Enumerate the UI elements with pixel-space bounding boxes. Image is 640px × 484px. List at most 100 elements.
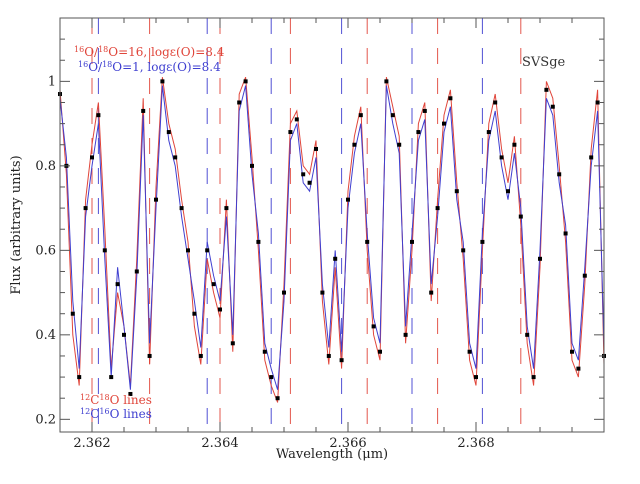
legend-12c18o-lines: 12C18O lines bbox=[80, 393, 152, 408]
observed-point-17 bbox=[166, 130, 171, 135]
observed-point-60 bbox=[442, 121, 446, 126]
observed-point-36 bbox=[288, 130, 293, 135]
blue-model-line bbox=[59, 85, 605, 390]
observed-point-33 bbox=[269, 375, 274, 380]
observed-point-7 bbox=[102, 248, 107, 253]
observed-point-62 bbox=[454, 189, 459, 194]
observed-point-77 bbox=[550, 104, 555, 109]
observed-point-9 bbox=[115, 282, 120, 287]
y-tick-label-3: 0.8 bbox=[35, 159, 56, 174]
observed-point-54 bbox=[403, 332, 408, 337]
legend-12c16o-lines: 12C16O lines bbox=[80, 407, 152, 422]
observed-point-21 bbox=[192, 311, 197, 316]
observed-point-79 bbox=[563, 231, 568, 236]
y-tick-label-2: 0.6 bbox=[35, 243, 56, 258]
observed-point-22 bbox=[198, 353, 203, 358]
observed-point-45 bbox=[346, 197, 350, 202]
observed-point-72 bbox=[518, 214, 523, 219]
observed-point-46 bbox=[352, 142, 357, 147]
observed-point-42 bbox=[326, 353, 331, 358]
observed-point-38 bbox=[301, 172, 306, 177]
observed-point-41 bbox=[320, 290, 325, 295]
observed-point-28 bbox=[237, 100, 242, 105]
observed-point-2 bbox=[70, 311, 75, 316]
line-markers bbox=[91, 18, 522, 432]
observed-point-56 bbox=[416, 130, 421, 135]
observed-point-34 bbox=[275, 396, 280, 401]
observed-point-5 bbox=[90, 155, 94, 160]
y-tick-label-1: 0.4 bbox=[35, 328, 56, 343]
observed-point-12 bbox=[134, 269, 139, 274]
observed-point-65 bbox=[474, 375, 478, 380]
observed-point-25 bbox=[218, 307, 222, 312]
observed-point-27 bbox=[230, 341, 235, 346]
observed-point-13 bbox=[141, 108, 146, 113]
observed-point-70 bbox=[506, 189, 510, 194]
observed-point-51 bbox=[384, 79, 389, 84]
observed-point-8 bbox=[109, 375, 114, 380]
observed-point-10 bbox=[122, 332, 126, 337]
observed-point-53 bbox=[397, 142, 402, 147]
x-tick-labels: 2.362 2.364 2.366 2.368 bbox=[73, 436, 494, 451]
observed-point-19 bbox=[179, 206, 184, 211]
y-axis-title: Flux (arbitrary units) bbox=[9, 155, 24, 294]
observed-point-15 bbox=[154, 197, 158, 202]
observed-point-71 bbox=[512, 142, 517, 147]
observed-point-57 bbox=[422, 108, 427, 113]
observed-point-26 bbox=[224, 206, 229, 211]
star-label: SVSge bbox=[522, 55, 566, 70]
observed-point-75 bbox=[538, 256, 542, 261]
observed-point-66 bbox=[480, 239, 485, 244]
x-axis-title: Wavelength (μm) bbox=[276, 447, 388, 462]
observed-point-73 bbox=[525, 332, 530, 337]
legend-blue-model: 16O/18O=1, logε(O)=8.4 bbox=[78, 60, 221, 75]
y-tick-labels: 0.2 0.4 0.6 0.8 1 bbox=[35, 74, 56, 427]
observed-point-40 bbox=[314, 146, 318, 151]
observed-point-49 bbox=[371, 324, 376, 329]
y-tick-label-4: 1 bbox=[48, 74, 56, 89]
observed-point-58 bbox=[429, 290, 434, 295]
observed-point-81 bbox=[576, 366, 581, 371]
observed-point-78 bbox=[557, 172, 562, 177]
observed-point-11 bbox=[128, 391, 133, 396]
observed-point-6 bbox=[96, 113, 101, 118]
observed-point-52 bbox=[390, 113, 395, 118]
observed-point-59 bbox=[435, 206, 440, 211]
observed-point-37 bbox=[294, 117, 299, 122]
observed-point-61 bbox=[448, 96, 453, 101]
observed-point-84 bbox=[595, 100, 600, 105]
observed-point-44 bbox=[339, 358, 344, 363]
observed-point-47 bbox=[358, 113, 363, 118]
observed-point-83 bbox=[589, 155, 594, 160]
observed-point-23 bbox=[205, 248, 210, 253]
observed-point-67 bbox=[486, 130, 491, 135]
observed-point-3 bbox=[77, 375, 82, 380]
observed-point-63 bbox=[461, 248, 466, 253]
observed-point-4 bbox=[83, 206, 88, 211]
x-tick-label-0: 2.362 bbox=[73, 436, 110, 451]
series-blue-model bbox=[59, 85, 605, 390]
observed-point-32 bbox=[262, 349, 267, 354]
observed-point-69 bbox=[499, 155, 504, 160]
observed-point-74 bbox=[531, 375, 536, 380]
x-tick-label-1: 2.364 bbox=[201, 436, 238, 451]
observed-point-64 bbox=[467, 349, 472, 354]
observed-point-29 bbox=[243, 79, 248, 84]
legend-red-model: 16O/18O=16, logε(O)=8.4 bbox=[74, 45, 225, 60]
observed-point-76 bbox=[544, 87, 549, 92]
observed-point-55 bbox=[410, 239, 414, 244]
observed-point-68 bbox=[493, 100, 498, 105]
observed-point-24 bbox=[211, 282, 216, 287]
observed-point-39 bbox=[307, 180, 312, 185]
axis-ticks bbox=[59, 17, 605, 432]
observed-point-18 bbox=[173, 155, 178, 160]
x-tick-label-3: 2.368 bbox=[457, 436, 494, 451]
observed-point-30 bbox=[250, 163, 254, 168]
observed-point-20 bbox=[186, 248, 190, 253]
observed-point-50 bbox=[378, 349, 382, 354]
observed-point-14 bbox=[147, 353, 152, 358]
observed-point-43 bbox=[333, 256, 338, 261]
plot-frame bbox=[59, 17, 605, 433]
model-legend: 16O/18O=16, logε(O)=8.4 16O/18O=1, logε(… bbox=[74, 45, 225, 75]
